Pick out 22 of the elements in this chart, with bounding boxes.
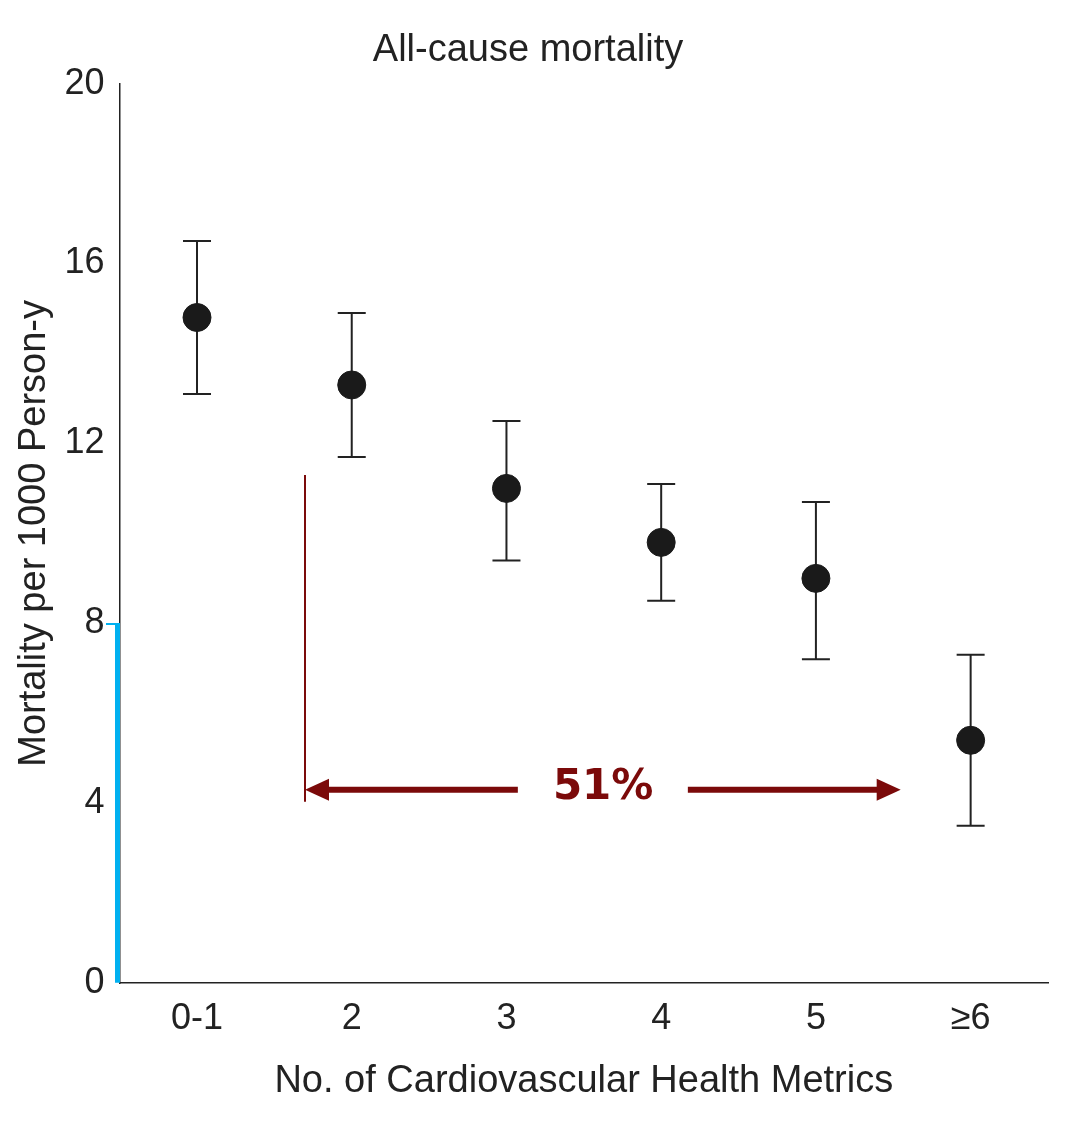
point — [491, 473, 521, 503]
x-tick-label: 2 — [341, 995, 362, 1037]
x-tick-label: 3 — [496, 995, 517, 1037]
y-tick-label: 20 — [64, 60, 105, 102]
point — [646, 527, 676, 557]
x-tick-label: 0-1 — [170, 995, 224, 1037]
y-tick-label: 8 — [84, 600, 105, 642]
point — [337, 370, 367, 400]
annotation: 51% — [552, 759, 654, 809]
y-tick-label: 16 — [64, 240, 105, 282]
y-axis-title: Mortality per 1000 Person-y — [11, 300, 54, 767]
point — [801, 563, 831, 593]
y-tick-label: 4 — [84, 780, 105, 822]
x-tick-label: 4 — [651, 995, 672, 1037]
x-tick-label: 5 — [805, 995, 826, 1037]
point — [956, 725, 986, 755]
y-tick-label: 0 — [84, 960, 105, 1002]
y-tick-label: 12 — [64, 420, 105, 462]
x-tick-label: ≥6 — [950, 995, 991, 1037]
point — [182, 303, 212, 332]
x-axis-title: No. of Cardiovascular Health Metrics — [274, 1057, 894, 1100]
chart-title: All-cause mortality — [372, 27, 684, 70]
